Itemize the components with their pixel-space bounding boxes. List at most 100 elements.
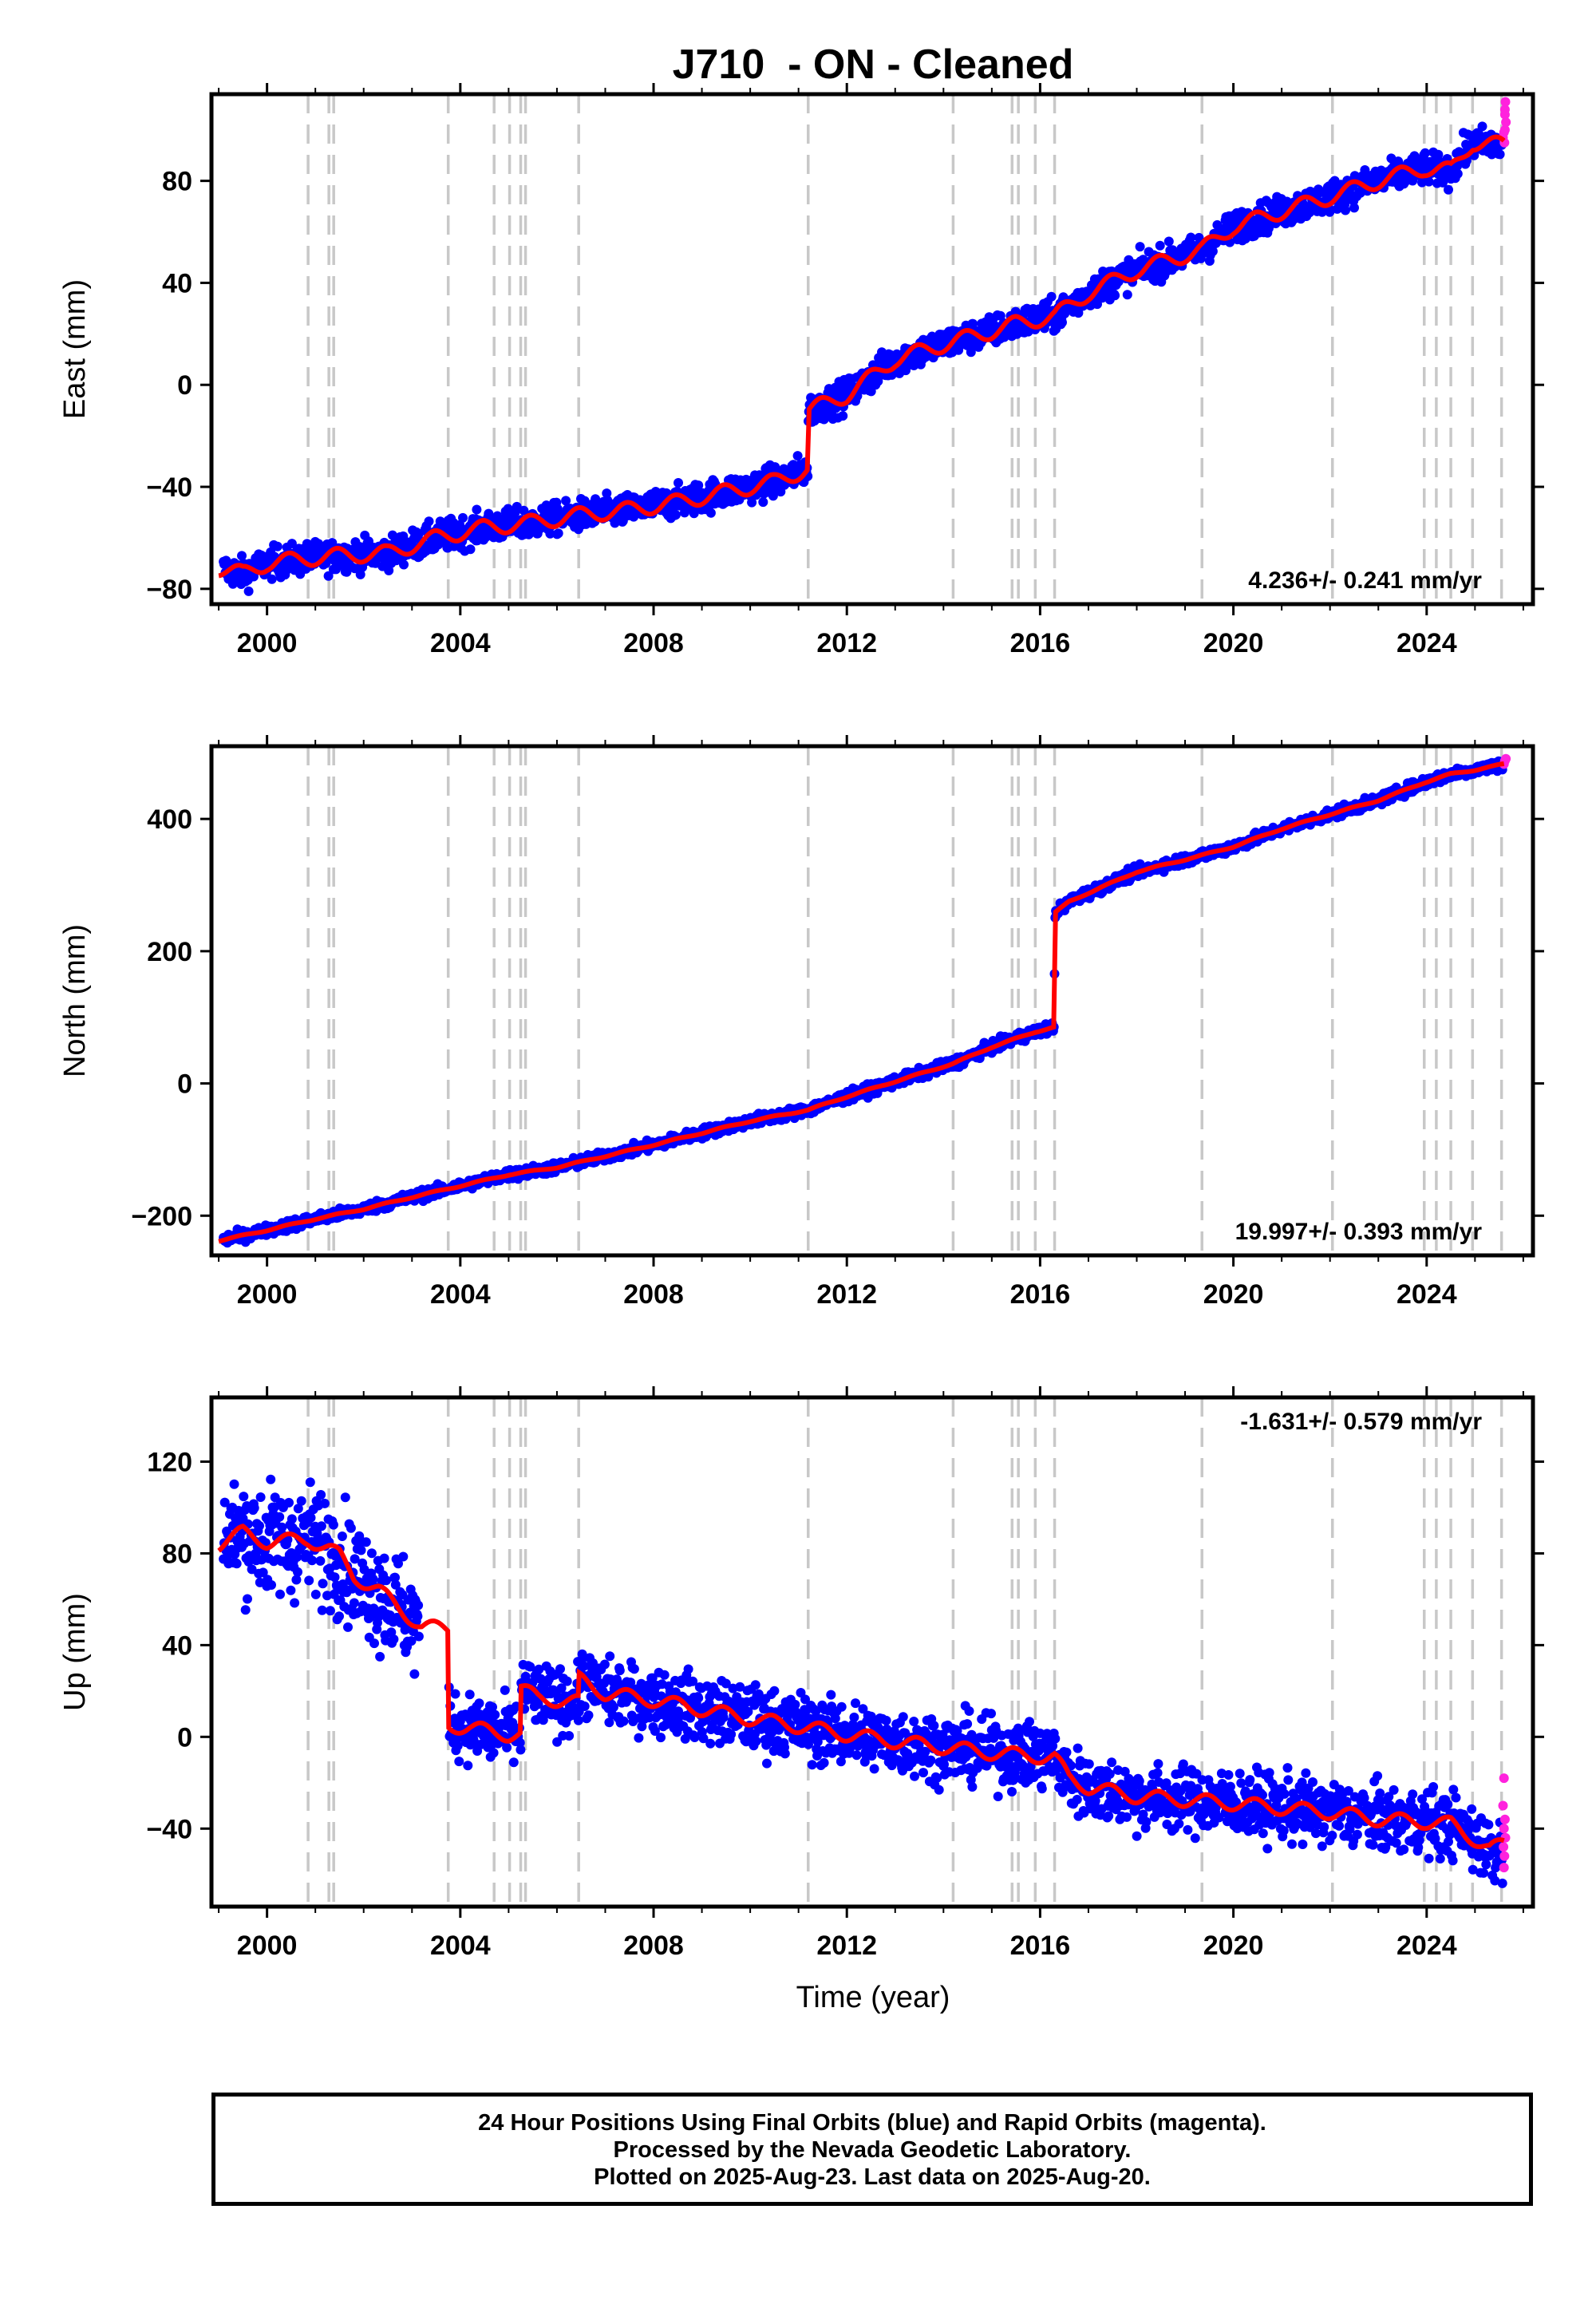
data-point bbox=[229, 1479, 239, 1489]
data-point bbox=[1360, 165, 1370, 175]
data-point bbox=[490, 1709, 500, 1720]
data-point bbox=[399, 559, 409, 570]
data-point bbox=[379, 1553, 389, 1563]
data-point bbox=[316, 1521, 326, 1531]
final-orbit-points bbox=[219, 1474, 1507, 1888]
rapid-point bbox=[1500, 97, 1511, 107]
x-tick-label: 2012 bbox=[816, 1279, 877, 1310]
data-point bbox=[515, 1737, 525, 1748]
data-point bbox=[626, 1678, 636, 1688]
data-point bbox=[243, 586, 254, 596]
data-point bbox=[1444, 184, 1453, 195]
data-point bbox=[583, 1710, 594, 1721]
data-point bbox=[1163, 236, 1174, 247]
data-point bbox=[454, 1757, 464, 1767]
data-point bbox=[334, 1611, 344, 1622]
data-point bbox=[316, 1490, 326, 1500]
data-point bbox=[286, 1585, 296, 1595]
rapid-point bbox=[1499, 124, 1510, 135]
y-tick-label: 80 bbox=[162, 167, 192, 197]
y-tick-label: −40 bbox=[146, 472, 192, 503]
y-tick-label: −80 bbox=[146, 575, 192, 605]
data-point bbox=[398, 1551, 409, 1562]
data-point bbox=[1207, 246, 1218, 256]
data-point bbox=[577, 1649, 587, 1659]
data-point bbox=[488, 1748, 499, 1758]
data-point bbox=[296, 1496, 306, 1506]
data-point bbox=[306, 1512, 316, 1523]
data-point bbox=[286, 539, 297, 549]
data-point bbox=[538, 1715, 548, 1725]
data-point bbox=[307, 1555, 318, 1566]
y-axis-label: East (mm) bbox=[58, 279, 92, 419]
data-point bbox=[464, 1690, 475, 1700]
data-point bbox=[368, 1574, 378, 1584]
x-tick-label: 2024 bbox=[1396, 1279, 1457, 1310]
data-point bbox=[474, 1698, 484, 1709]
data-point bbox=[240, 1605, 251, 1615]
data-point bbox=[608, 1702, 618, 1713]
data-point bbox=[275, 1589, 285, 1599]
data-point bbox=[562, 1676, 572, 1686]
data-point bbox=[355, 569, 365, 579]
data-point bbox=[327, 538, 338, 548]
data-point bbox=[389, 1634, 399, 1644]
rapid-orbit-points bbox=[1498, 97, 1511, 148]
data-point bbox=[366, 1548, 377, 1559]
data-point bbox=[472, 504, 482, 515]
data-point bbox=[231, 1559, 242, 1569]
data-point bbox=[409, 1669, 420, 1679]
data-point bbox=[284, 1497, 294, 1508]
x-tick-label: 2004 bbox=[430, 628, 491, 658]
data-point bbox=[637, 1721, 647, 1732]
data-point bbox=[599, 1659, 610, 1670]
data-point bbox=[705, 508, 716, 518]
final-orbit-points bbox=[219, 756, 1507, 1248]
data-point bbox=[381, 1575, 391, 1586]
data-point bbox=[310, 1589, 321, 1599]
data-point bbox=[406, 1636, 417, 1646]
data-point bbox=[319, 1498, 330, 1508]
data-point bbox=[768, 491, 778, 501]
data-point bbox=[1122, 290, 1132, 300]
data-point bbox=[650, 1726, 660, 1736]
data-point bbox=[266, 1474, 276, 1484]
event-lines bbox=[306, 1397, 1503, 1907]
data-point bbox=[508, 1717, 518, 1728]
data-point bbox=[356, 1545, 366, 1555]
x-tick-label: 2008 bbox=[623, 628, 684, 658]
data-point bbox=[1495, 149, 1505, 160]
data-point bbox=[384, 565, 394, 575]
x-tick-label: 2000 bbox=[237, 628, 298, 658]
rate-label: 4.236+/- 0.241 mm/yr bbox=[1248, 567, 1482, 594]
data-point bbox=[390, 1572, 400, 1583]
data-point bbox=[330, 1572, 340, 1583]
data-point bbox=[604, 1717, 614, 1728]
x-tick-label: 2024 bbox=[1396, 628, 1457, 658]
data-point bbox=[340, 1492, 350, 1503]
data-point bbox=[610, 517, 621, 528]
x-tick-label: 2020 bbox=[1203, 628, 1264, 658]
model-fit-line bbox=[218, 761, 1505, 1244]
x-tick-label: 2020 bbox=[1203, 1279, 1264, 1310]
data-point bbox=[512, 501, 522, 512]
data-point bbox=[556, 1683, 567, 1694]
plot-frame bbox=[209, 92, 1535, 607]
data-point bbox=[647, 1673, 658, 1683]
data-point bbox=[525, 1662, 535, 1672]
data-point bbox=[267, 1580, 276, 1590]
data-point bbox=[968, 318, 978, 329]
data-point bbox=[618, 1716, 629, 1726]
data-point bbox=[390, 1579, 401, 1590]
data-point bbox=[361, 1537, 371, 1547]
final-orbit-points bbox=[219, 121, 1507, 596]
x-tick-label: 2012 bbox=[816, 628, 877, 658]
data-point bbox=[350, 563, 360, 574]
data-point bbox=[591, 494, 601, 504]
data-point bbox=[239, 1492, 249, 1502]
data-point bbox=[243, 1594, 252, 1604]
data-point bbox=[258, 1567, 268, 1578]
data-point bbox=[413, 1600, 424, 1611]
data-point bbox=[255, 1520, 264, 1531]
